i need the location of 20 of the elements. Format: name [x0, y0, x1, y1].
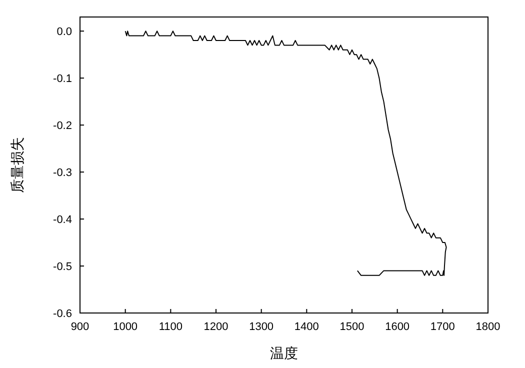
x-tick-label: 1600 [385, 321, 410, 333]
y-tick-label: -0.6 [53, 308, 72, 320]
x-tick-label: 1800 [476, 321, 500, 333]
line-series [124, 30, 447, 276]
y-tick-label: -0.2 [53, 120, 72, 132]
y-tick-label: -0.5 [53, 261, 72, 274]
x-tick-label: 1100 [158, 321, 182, 333]
y-axis-title: 质量损失 [9, 137, 25, 193]
x-tick-label: 1000 [113, 321, 138, 333]
x-tick-label: 1400 [294, 321, 319, 333]
x-tick-label: 1200 [204, 321, 228, 333]
x-axis-title: 温度 [270, 345, 298, 361]
y-tick-label: -0.1 [53, 73, 72, 86]
x-tick-label: 1700 [430, 321, 455, 333]
y-tick-label: 0.0 [56, 26, 72, 38]
x-tick-label: 1500 [340, 321, 364, 333]
x-tick-label: 1300 [249, 321, 274, 333]
y-tick-label: -0.4 [53, 214, 72, 226]
x-tick-label: 900 [70, 321, 90, 333]
y-tick-label: -0.3 [53, 167, 72, 180]
